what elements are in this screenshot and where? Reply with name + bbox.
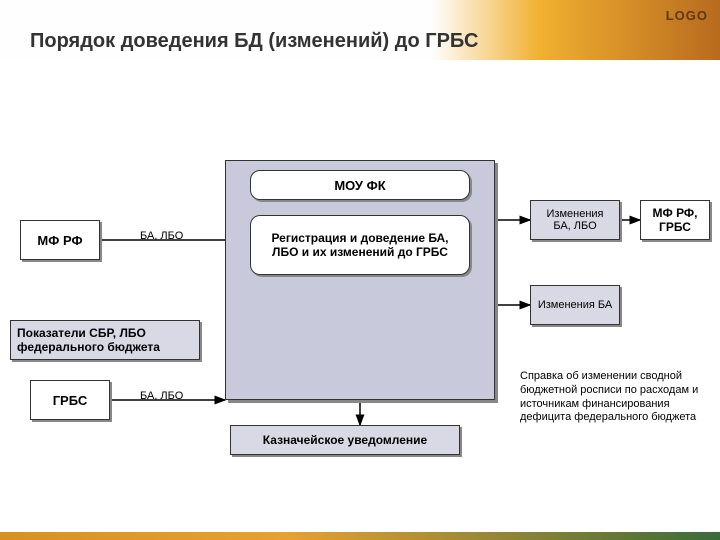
node-label: Изменения БА [538, 299, 612, 311]
node-sbr: Показатели СБР, ЛБО федерального бюджета [10, 320, 200, 360]
side-note: Справка об изменении сводной бюджетной р… [520, 370, 710, 425]
diagram-area: МФ РФ ГРБС МОУ ФК Регистрация и доведение Б… [0, 70, 720, 530]
node-right2: Изменения БА [530, 285, 620, 325]
node-label: Изменения БА, ЛБО [537, 208, 613, 232]
node-grbs: ГРБС [30, 380, 110, 420]
edge-label: БА, ЛБО [140, 230, 183, 242]
page-title: Порядок доведения БД (изменений) до ГРБС [30, 30, 478, 53]
node-label: ГРБС [53, 393, 88, 408]
node-label: Показатели СБР, ЛБО федерального бюджета [17, 326, 193, 354]
logo-text: LOGO [666, 8, 708, 23]
node-label: МОУ ФК [334, 178, 385, 193]
node-reg: Регистрация и доведение БА, ЛБО и их изм… [250, 215, 470, 275]
node-mf_rf: МФ РФ [20, 220, 100, 260]
node-kaz: Казначейское уведомление [230, 425, 460, 455]
node-label: МФ РФ [37, 233, 82, 248]
node-label: МФ РФ, ГРБС [647, 206, 703, 234]
node-mou_fk: МОУ ФК [250, 170, 470, 200]
node-label: Казначейское уведомление [263, 433, 427, 447]
node-mf_grbs: МФ РФ, ГРБС [640, 200, 710, 240]
bottom-band [0, 532, 720, 540]
edge-label: БА, ЛБО [140, 390, 183, 402]
node-label: Регистрация и доведение БА, ЛБО и их изм… [257, 231, 463, 259]
node-right1: Изменения БА, ЛБО [530, 200, 620, 240]
